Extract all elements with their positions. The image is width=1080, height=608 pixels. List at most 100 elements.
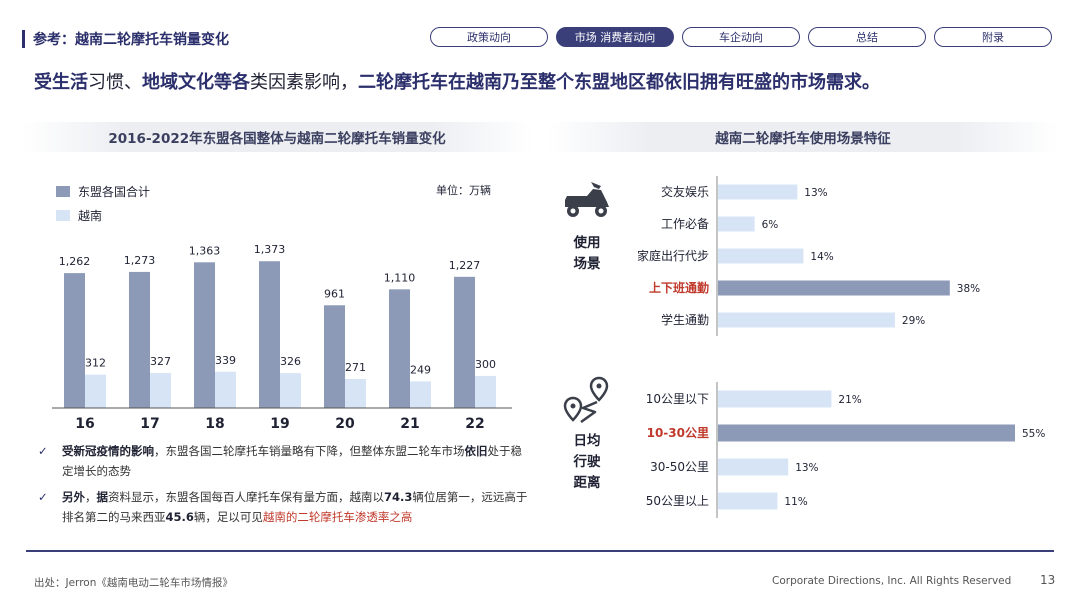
tab-summary[interactable]: 总结 (808, 27, 926, 47)
usage-scenario-chart: 交友娱乐 13% 工作必备 6% 家庭出行代步 14% 上下班通勤 38% 学生通勤 29% (637, 176, 980, 336)
value-label-0: 21% (838, 394, 861, 406)
legend-vietnam: 越南 (56, 207, 102, 224)
bar-vietnam-18 (215, 371, 236, 408)
note-1-bold-a: 受新冠疫情的影响 (62, 444, 154, 458)
bar-vietnam-16 (85, 374, 106, 408)
value-label-asean-18: 1,363 (189, 244, 221, 257)
page-number: 13 (1040, 573, 1056, 587)
value-label-asean-16: 1,262 (59, 255, 91, 268)
usage-label-line1: 使用 (573, 235, 601, 251)
legend-asean: 东盟各国合计 (56, 183, 150, 200)
category-label-1: 工作必备 (661, 217, 709, 231)
value-label-vietnam-17: 327 (150, 355, 171, 368)
x-tick-label-16: 16 (75, 416, 94, 432)
x-tick-label-19: 19 (270, 416, 289, 432)
bar-asean-20 (324, 305, 345, 408)
check-icon: ✓ (38, 490, 48, 504)
value-label-asean-20: 961 (324, 287, 345, 300)
category-label-3: 上下班通勤 (649, 280, 709, 295)
note-1: ✓ 受新冠疫情的影响，东盟各国二轮摩托车销量略有下降，但整体东盟二轮车市场依旧处… (38, 441, 528, 481)
note-2: ✓ 另外，据资料显示，东盟各国每百人摩托车保有量方面，越南以74.3辆位居第一，… (38, 487, 528, 527)
distance-label-line3: 距离 (573, 475, 601, 491)
x-tick-label-22: 22 (465, 416, 484, 432)
note-2-bold-c: 据 (96, 490, 109, 504)
footer-divider (26, 550, 1054, 552)
note-2-text-f: 辆位居第一，远远高于排名第二的马来西亚 (62, 490, 528, 524)
route-pin-icon (563, 376, 609, 424)
value-label-asean-19: 1,373 (254, 243, 286, 256)
note-2-red-i: 越南的二轮摩托车渗透率之高 (262, 510, 413, 524)
bar-asean-17 (129, 271, 150, 408)
distance-label-line1: 日均 (573, 433, 601, 449)
daily-distance-chart: 10公里以下 21% 10-30公里 55% 30-50公里 13% 50公里以上 11% (646, 382, 1045, 518)
legend-label-vietnam: 越南 (78, 209, 103, 223)
bar-asean-19 (259, 261, 280, 408)
tab-appendix[interactable]: 附录 (934, 27, 1052, 47)
bar-vietnam-17 (150, 373, 171, 408)
headline-part4: 类因素影响， (250, 72, 358, 93)
bar-asean-16 (64, 273, 85, 408)
headline-part1: 受生活 (34, 72, 88, 93)
headline-part2: 习惯、 (88, 72, 142, 93)
usage-label-line2: 场景 (573, 256, 601, 272)
value-label-asean-17: 1,273 (124, 254, 156, 267)
left-section-title: 2016-2022年东盟各国整体与越南二轮摩托车销量变化 (22, 122, 532, 152)
note-2-text-d: 资料显示，东盟各国每百人摩托车保有量方面，越南以 (108, 490, 384, 504)
note-1-bold-c: 依旧 (464, 444, 488, 458)
usage-group-label: 使用 场景 (567, 233, 607, 275)
legend-swatch-asean (56, 186, 70, 197)
note-1-text-b: ，东盟各国二轮摩托车销量略有下降，但整体东盟二轮车市场 (154, 444, 465, 458)
headline-part3: 地域文化等各 (142, 72, 250, 93)
note-2-bold-g: 45.6 (165, 510, 194, 524)
right-section-title: 越南二轮摩托车使用场景特征 (548, 122, 1058, 152)
x-tick-label-20: 20 (335, 416, 355, 432)
headline-part5: 二轮摩托车在越南乃至整个东盟地区都依旧拥有旺盛的市场需求。 (358, 72, 880, 93)
tab-policy[interactable]: 政策动向 (430, 27, 548, 47)
category-label-2: 30-50公里 (650, 460, 709, 474)
motorbike-icon (565, 182, 609, 217)
check-icon: ✓ (38, 444, 48, 458)
slide-header: 参考：越南二轮摩托车销量变化 (22, 29, 229, 49)
bar-vietnam-19 (280, 373, 301, 408)
bar-0 (718, 390, 832, 408)
source-note: 出处：Jerron《越南电动二轮车市场情报》 (34, 577, 233, 589)
bar-asean-18 (194, 262, 215, 408)
bar-1 (718, 424, 1015, 442)
bar-0 (718, 184, 798, 200)
value-label-1: 6% (762, 219, 779, 231)
copyright: Corporate Directions, Inc. All Rights Re… (772, 575, 1012, 587)
value-label-3: 11% (784, 496, 807, 508)
category-label-0: 交友娱乐 (661, 184, 709, 199)
section-nav: 政策动向 市场 消费者动向 车企动向 总结 附录 (430, 27, 1052, 47)
tab-automakers[interactable]: 车企动向 (682, 27, 800, 47)
value-label-1: 55% (1022, 428, 1045, 440)
legend-swatch-vietnam (56, 210, 70, 221)
sales-bar-chart: 1,262 312 16 1,273 327 17 1,363 339 18 1,373 326 19… (52, 243, 512, 432)
x-tick-label-21: 21 (400, 416, 419, 432)
bar-4 (718, 312, 895, 328)
x-tick-label-18: 18 (205, 416, 224, 432)
tab-market-consumer[interactable]: 市场 消费者动向 (556, 27, 674, 47)
bar-vietnam-21 (410, 381, 431, 408)
bar-vietnam-22 (475, 375, 496, 408)
legend-label-asean: 东盟各国合计 (78, 185, 151, 199)
distance-label-line2: 行驶 (573, 454, 601, 470)
distance-group-label: 日均 行驶 距离 (567, 431, 607, 494)
category-label-0: 10公里以下 (646, 392, 709, 406)
value-label-asean-21: 1,110 (384, 271, 416, 284)
value-label-vietnam-16: 312 (85, 357, 106, 370)
bar-3 (718, 280, 950, 296)
note-2-text-b: ， (85, 490, 97, 504)
value-label-4: 29% (902, 315, 925, 327)
headline: 受生活习惯、地域文化等各类因素影响，二轮摩托车在越南乃至整个东盟地区都依旧拥有旺… (34, 68, 880, 94)
category-label-1: 10-30公里 (647, 425, 709, 440)
unit-label: 单位：万辆 (436, 184, 491, 197)
value-label-2: 14% (810, 251, 833, 263)
category-label-2: 家庭出行代步 (637, 248, 709, 263)
bar-asean-22 (454, 276, 475, 408)
value-label-vietnam-22: 300 (475, 358, 496, 371)
value-label-vietnam-19: 326 (280, 355, 301, 368)
note-2-bold-a: 另外 (62, 490, 85, 504)
bar-3 (718, 492, 778, 510)
value-label-3: 38% (957, 283, 980, 295)
